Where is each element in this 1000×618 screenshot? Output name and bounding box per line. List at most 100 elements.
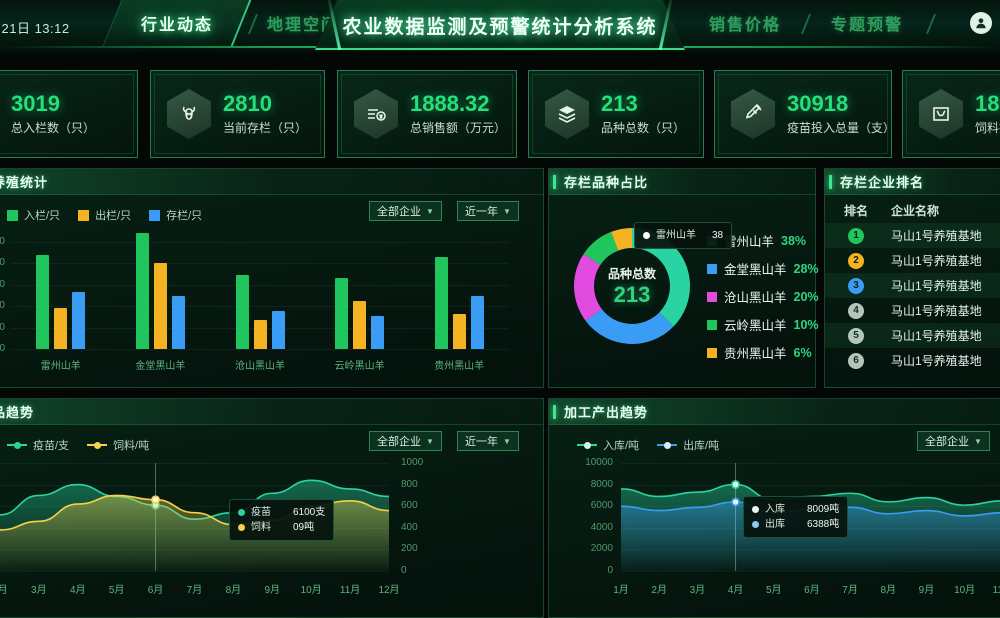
y-axis-tick: 800: [0, 257, 5, 269]
x-axis-tick: 10月: [954, 585, 976, 596]
legend-item-feed[interactable]: 饲料/吨: [87, 437, 149, 453]
gridline: [11, 284, 509, 286]
donut-slice[interactable]: [585, 308, 674, 344]
y-axis-tick: 8000: [590, 478, 613, 490]
legend-value: 28%: [793, 261, 819, 276]
bar[interactable]: [54, 308, 68, 349]
chevron-down-icon: ▼: [503, 206, 511, 216]
x-axis-tick: 7月: [842, 585, 858, 596]
feed-bucket-icon: [919, 89, 963, 139]
x-axis-tick: 1月: [613, 585, 629, 596]
x-axis-tick: 4月: [69, 585, 86, 596]
x-axis-tick: 5月: [108, 585, 125, 596]
bar[interactable]: [171, 296, 185, 349]
ranking-table-header: 排名 企业名称: [825, 197, 1000, 223]
gridline: [11, 306, 509, 308]
kpi-card-total-in[interactable]: 3019 总入栏数（只）: [0, 70, 138, 158]
legend-line-inbound: [577, 441, 597, 449]
kpi-card-total-sales[interactable]: 1888.32 总销售额（万元）: [337, 70, 517, 158]
legend-item-1[interactable]: 金堂黑山羊 28%: [707, 259, 819, 278]
panel-header: 投入品趋势: [0, 399, 543, 425]
nav-item-sales-price[interactable]: 销售价格: [690, 0, 800, 46]
x-axis-tick: 9月: [264, 585, 281, 596]
kpi-value: 30918: [787, 90, 849, 116]
nav-item-industry[interactable]: 行业动态: [112, 0, 242, 46]
legend-label: 贵州黑山羊: [724, 347, 787, 361]
input-filter-period[interactable]: 近一年 ▼: [457, 431, 519, 451]
bar[interactable]: [36, 254, 50, 349]
legend-item-4[interactable]: 贵州黑山羊 6%: [707, 343, 819, 362]
legend-line-vaccine: [7, 441, 27, 449]
data-point-marker[interactable]: [151, 495, 160, 505]
tooltip-value: 6388吨: [807, 519, 840, 530]
breeding-filter-period[interactable]: 近一年 ▼: [457, 201, 519, 221]
bar[interactable]: [470, 296, 484, 349]
table-row[interactable]: 5 马山1号养殖基地: [825, 323, 1000, 348]
donut-slice[interactable]: [611, 228, 632, 251]
legend-item-inbound[interactable]: 入库/吨: [577, 437, 639, 453]
output-filter-company-label: 全部企业: [925, 436, 969, 448]
bar[interactable]: [153, 263, 167, 349]
rank-badge: 4: [848, 302, 864, 319]
legend-item-out[interactable]: 出栏/只: [78, 207, 131, 223]
bar[interactable]: [371, 315, 385, 349]
output-filter-company[interactable]: 全部企业 ▼: [917, 431, 990, 451]
legend-item-outbound[interactable]: 出库/吨: [657, 437, 719, 453]
donut-slice[interactable]: [583, 231, 619, 266]
rank-badge: 6: [848, 352, 864, 369]
kpi-value: 2810: [223, 90, 272, 116]
kpi-card-feed-total[interactable]: 1886 饲料投入量（吨）: [902, 70, 1000, 158]
legend-item-2[interactable]: 沧山黑山羊 20%: [707, 287, 819, 306]
panel-title: 存栏品种占比: [564, 175, 649, 190]
kpi-card-vaccine-total[interactable]: 30918 疫苗投入总量（支）: [714, 70, 895, 158]
legend-swatch: [707, 263, 717, 274]
kpi-value: 1888.32: [410, 90, 490, 116]
kpi-card-variety-total[interactable]: 213 品种总数（只）: [528, 70, 704, 158]
bar[interactable]: [271, 311, 285, 349]
legend-label: 沧山黑山羊: [724, 291, 787, 305]
company-name: 马山1号养殖基地: [891, 354, 982, 368]
legend-item-vaccine[interactable]: 疫苗/支: [7, 437, 69, 453]
table-row[interactable]: 3 马山1号养殖基地: [825, 273, 1000, 298]
bar[interactable]: [452, 313, 466, 349]
table-row[interactable]: 2 马山1号养殖基地: [825, 248, 1000, 273]
table-row[interactable]: 1 马山1号养殖基地: [825, 223, 1000, 248]
bar[interactable]: [235, 274, 249, 349]
legend-label-stock: 存栏/只: [166, 210, 203, 222]
input-filter-period-label: 近一年: [465, 436, 498, 448]
donut-slice[interactable]: [632, 228, 690, 327]
data-point-marker[interactable]: [731, 480, 740, 489]
input-filter-company[interactable]: 全部企业 ▼: [369, 431, 442, 451]
series-line[interactable]: [620, 483, 1000, 507]
nav-divider-2: [800, 14, 812, 34]
kpi-card-current-stock[interactable]: 2810 当前存栏（只）: [150, 70, 325, 158]
gridline: [621, 571, 1000, 572]
bar[interactable]: [253, 320, 267, 349]
variety-donut-chart[interactable]: [567, 221, 697, 351]
table-row[interactable]: 4 马山1号养殖基地: [825, 298, 1000, 323]
bar[interactable]: [135, 233, 149, 349]
bar[interactable]: [353, 300, 367, 349]
panel-title: 投入品趋势: [0, 405, 35, 420]
y-axis-tick: 200: [401, 543, 418, 555]
tooltip-name: 饲料: [251, 522, 271, 533]
legend-swatch: [707, 347, 717, 358]
bar[interactable]: [335, 278, 349, 349]
breeding-filter-company[interactable]: 全部企业 ▼: [369, 201, 442, 221]
legend-item-in[interactable]: 入栏/只: [7, 207, 60, 223]
legend-item-stock[interactable]: 存栏/只: [149, 207, 202, 223]
user-icon[interactable]: [970, 12, 992, 34]
x-axis-tick: 9月: [918, 585, 935, 596]
bar[interactable]: [72, 292, 86, 349]
nav-item-alert[interactable]: 专题预警: [812, 0, 922, 46]
input-filter-company-label: 全部企业: [377, 436, 421, 448]
chevron-down-icon: ▼: [503, 436, 511, 446]
nav-item-geo[interactable]: 地理空间: [248, 0, 358, 46]
tooltip-dot: [752, 521, 759, 528]
legend-item-3[interactable]: 云岭黑山羊 10%: [707, 315, 819, 334]
bar[interactable]: [434, 256, 448, 349]
table-row[interactable]: 6 马山1号养殖基地: [825, 348, 1000, 373]
x-axis-tick: 4月: [727, 585, 744, 596]
data-point-marker[interactable]: [731, 497, 740, 507]
donut-slice[interactable]: [574, 253, 602, 321]
